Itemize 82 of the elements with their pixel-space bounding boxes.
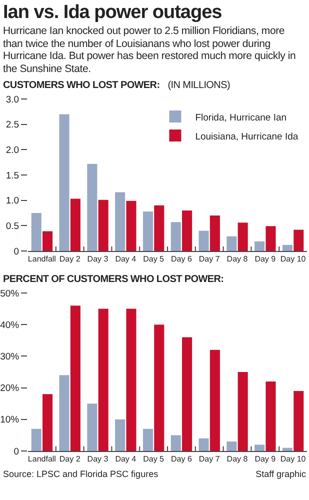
x-tick-label: Day 10 (280, 454, 306, 464)
bar (98, 200, 108, 251)
source-note: Source: LPSC and Florida PSC figures (3, 469, 158, 479)
legend-label: Louisiana, Hurricane Ida (195, 131, 299, 142)
bar (59, 114, 70, 251)
text: Staff graphic (256, 469, 306, 479)
chart-title: Ian vs. Ida power outages (3, 2, 223, 24)
bar (70, 306, 80, 451)
bar (87, 404, 98, 451)
x-tick-label: Day 8 (226, 254, 248, 264)
bar (126, 200, 136, 251)
y-tick-label: 2.5 (6, 120, 20, 131)
y-tick-label: 3.0 (6, 94, 20, 106)
bar (31, 213, 42, 251)
y-tick-label: 40% (0, 320, 20, 331)
bar (254, 444, 265, 451)
bar (115, 419, 126, 451)
legend-label: Florida, Hurricane Ian (195, 112, 287, 124)
bar (154, 205, 164, 251)
bar (59, 375, 70, 451)
bar (42, 231, 53, 251)
bar (154, 324, 164, 451)
bar (98, 308, 108, 451)
x-tick-label: Day 3 (87, 454, 109, 464)
x-tick-label: Day 3 (87, 254, 109, 264)
x-tick-label: Day 10 (280, 254, 306, 264)
bar (210, 216, 220, 251)
bar (282, 244, 292, 251)
bar (294, 230, 304, 251)
y-tick-label: 0.5 (6, 220, 20, 232)
x-tick-label: Day 4 (115, 254, 137, 264)
bar (266, 381, 276, 451)
bar (294, 390, 304, 451)
bar (70, 198, 80, 251)
y-axis-title: CUSTOMERS WHO LOST POWER: (3, 80, 160, 91)
bar (115, 192, 126, 251)
x-tick-label: Day 4 (115, 454, 137, 464)
bar (266, 226, 276, 251)
x-tick-label: Day 9 (254, 254, 276, 264)
bar (210, 350, 220, 451)
bar (126, 308, 136, 451)
bar (238, 372, 248, 451)
y-tick-label: 10% (0, 414, 20, 426)
bar (182, 210, 192, 251)
bar (282, 448, 292, 451)
bar (238, 222, 248, 251)
x-tick-label: Day 6 (170, 454, 192, 464)
bar (170, 222, 181, 251)
bar (42, 394, 53, 451)
y-tick-label: 1.5 (6, 170, 20, 182)
x-tick-label: Day 8 (226, 454, 248, 464)
bar (87, 164, 98, 251)
y-tick-label: 2.0 (6, 144, 20, 156)
x-tick-label: Day 2 (59, 454, 81, 464)
y-tick-label: 20% (0, 383, 20, 394)
bar (31, 428, 42, 451)
bar (142, 211, 153, 251)
x-tick-label: Day 7 (198, 454, 220, 464)
y-tick-label: 1.0 (6, 196, 20, 207)
bar (226, 236, 237, 251)
x-tick-label: Day 6 (170, 254, 192, 264)
y-tick-label: 50% (0, 288, 20, 300)
bar (198, 438, 209, 451)
bar (182, 337, 192, 451)
bar (226, 442, 237, 451)
bar (254, 241, 265, 251)
y-tick-label: 30% (0, 352, 20, 363)
bar (198, 230, 209, 251)
chart-subtitle: Hurricane Ian knocked out power to 2.5 million Floridians, more than twice the number of Louisianans who lost power during Hurricane Ida. But power has been restored much more quickly in the Sunshine State. (3, 25, 297, 75)
bar (170, 435, 181, 451)
x-tick-label: Day 2 (59, 254, 81, 264)
x-tick-label: Day 5 (143, 254, 165, 264)
bar (142, 428, 153, 451)
x-tick-label: Day 5 (143, 454, 165, 464)
x-tick-label: Day 9 (254, 454, 276, 464)
text: (IN MILLIONS) (168, 80, 230, 91)
x-tick-label: Landfall (28, 254, 56, 264)
y-tick-label: 0 (14, 446, 20, 458)
x-tick-label: Landfall (28, 454, 56, 464)
x-tick-label: Day 7 (198, 254, 220, 264)
chart-title: PERCENT OF CUSTOMERS WHO LOST POWER: (3, 274, 225, 285)
y-tick-label: 0 (14, 246, 20, 258)
